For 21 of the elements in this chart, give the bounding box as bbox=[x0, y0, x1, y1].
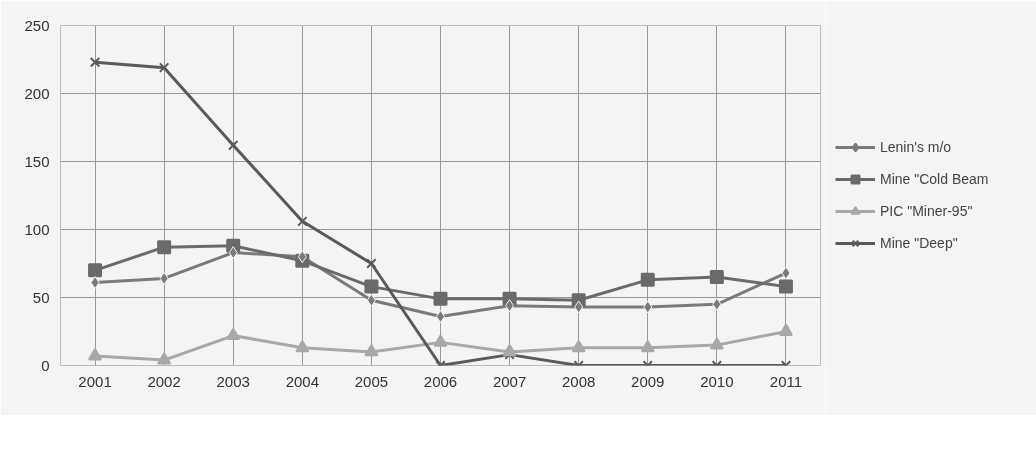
x-tick-label: 2007 bbox=[492, 372, 527, 390]
x-tick-label: 2001 bbox=[78, 372, 112, 390]
y-tick-label: 100 bbox=[24, 220, 50, 238]
legend-label: Mine "Deep" bbox=[880, 235, 958, 251]
x-tick-label: 2010 bbox=[700, 372, 734, 390]
x-tick-label: 2008 bbox=[562, 372, 596, 390]
x-tick-label: 2006 bbox=[423, 372, 458, 390]
y-tick-label: 200 bbox=[24, 84, 50, 102]
y-tick-label: 0 bbox=[41, 356, 50, 374]
legend-label: Lenin's m/o bbox=[880, 139, 952, 155]
x-tick-label: 2004 bbox=[285, 372, 320, 390]
y-tick-label: 250 bbox=[24, 16, 50, 34]
legend-label: Mine "Cold Beam bbox=[880, 171, 989, 187]
legend-label: PIC "Miner-95" bbox=[880, 203, 973, 219]
y-tick-label: 150 bbox=[24, 152, 50, 170]
x-tick-label: 2002 bbox=[147, 372, 181, 390]
x-tick-label: 2011 bbox=[769, 372, 803, 390]
x-tick-label: 2009 bbox=[631, 372, 665, 390]
x-tick-label: 2003 bbox=[216, 372, 250, 390]
y-tick-label: 50 bbox=[32, 288, 50, 306]
x-tick-label: 2005 bbox=[354, 372, 389, 390]
